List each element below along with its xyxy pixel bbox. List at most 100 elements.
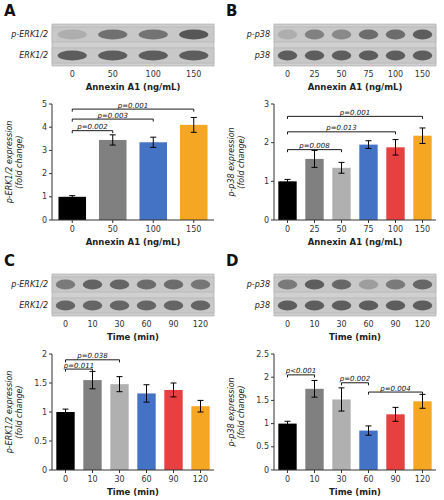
blot-band [359, 279, 378, 289]
lane-label: 75 [363, 70, 373, 79]
lane-label: 0 [285, 320, 290, 329]
significance-label: p=0.008 [298, 142, 330, 150]
y-tick [49, 412, 52, 413]
blot-band [305, 279, 324, 289]
x-tick-label: 0 [70, 225, 75, 234]
error-bar [90, 371, 96, 388]
lane-label: 30 [336, 320, 346, 329]
blot-band [413, 50, 432, 60]
blot-band [56, 279, 75, 289]
error-bar [285, 179, 291, 183]
x-tick-label: 100 [146, 225, 161, 234]
error-bar [63, 409, 69, 415]
significance-label: p=0.002 [76, 123, 108, 131]
y-tick-label: 1 [42, 408, 47, 417]
blot-background [274, 274, 436, 316]
x-tick [153, 220, 154, 223]
y-tick-label: 0 [264, 466, 269, 475]
y-tick [49, 441, 52, 442]
x-tick-label: 50 [108, 225, 118, 234]
lane-label: 100 [146, 70, 161, 79]
marks [278, 380, 431, 470]
row-label: p38 [254, 51, 270, 60]
blot-band [56, 300, 75, 310]
significance-label: p=0.038 [76, 352, 108, 360]
lane-label: 10 [87, 320, 97, 329]
blot-panel: Cp-ERK1/2ERK1/2010306090120Time (min) [4, 252, 214, 342]
y-axis [274, 354, 275, 470]
bar [110, 384, 128, 470]
x-tick-label: 10 [87, 475, 97, 484]
y-tick [49, 127, 52, 128]
x-axis [52, 470, 214, 471]
x-tick [314, 470, 315, 473]
x-tick-label: 50 [336, 225, 346, 234]
lane-label: 60 [141, 320, 151, 329]
bar [305, 159, 323, 220]
blot-band [332, 29, 351, 39]
blot-band [332, 279, 351, 289]
bar [99, 140, 127, 220]
y-axis-label-line: p-ERK1/2 expression [5, 371, 14, 455]
significance-label: p=0.003 [97, 112, 128, 120]
x-axis [52, 220, 214, 221]
y-tick [49, 173, 52, 174]
y-tick-label: 1 [264, 419, 269, 428]
error-bar [191, 117, 197, 132]
y-tick-label: 3 [42, 146, 47, 155]
x-axis [274, 220, 436, 221]
error-bar [110, 135, 116, 145]
x-axis-label: Time (min) [107, 487, 159, 497]
y-tick-label: 1.5 [256, 396, 269, 405]
lane-label: 120 [193, 320, 208, 329]
x-axis [274, 470, 436, 471]
blot-band [278, 300, 297, 310]
x-tick [341, 220, 342, 223]
lane-label: 0 [63, 320, 68, 329]
bar-panel: 00.511.522.5010306090120Time (min)p-p38 … [227, 350, 436, 498]
lane-label: 25 [309, 70, 319, 79]
error-bar [312, 380, 318, 397]
panel-label: A [4, 2, 16, 20]
y-tick [271, 354, 274, 355]
significance-label: p=0.001 [117, 102, 148, 110]
bar [56, 412, 74, 470]
blot-band [58, 50, 87, 60]
x-tick-label: 0 [285, 225, 290, 234]
blot-row [52, 298, 214, 313]
x-tick [112, 220, 113, 223]
blot-band [413, 300, 432, 310]
blot-band [386, 29, 405, 39]
lane-label: 0 [285, 70, 290, 79]
bar [413, 136, 431, 220]
blot-xlabel: Time (min) [107, 332, 159, 342]
marks [278, 128, 431, 220]
lane-label: 150 [415, 70, 430, 79]
blot-panel: Dp-p38p38010306090120Time (min) [226, 252, 436, 342]
y-tick-label: 1.5 [34, 379, 47, 388]
y-axis-label: p-p38 expression(fold change) [227, 127, 246, 197]
blot-background [52, 24, 214, 66]
panel-label: C [4, 252, 15, 270]
y-tick-label: 2.5 [256, 350, 269, 359]
lane-label: 50 [108, 70, 118, 79]
y-tick-label: 2 [264, 138, 269, 147]
blot-band [164, 300, 183, 310]
blot-band [137, 300, 156, 310]
y-tick [271, 220, 274, 221]
y-tick-label: 0 [42, 466, 47, 475]
x-tick-label: 60 [363, 475, 373, 484]
blot-band [278, 29, 297, 39]
blot-background [52, 274, 214, 316]
x-tick [314, 220, 315, 223]
y-tick [271, 400, 274, 401]
bar [83, 380, 101, 470]
error-bar [393, 407, 399, 421]
error-bar [171, 383, 177, 397]
blot-band [359, 29, 378, 39]
blot-band [191, 300, 210, 310]
y-tick [271, 377, 274, 378]
y-axis-label-line: (fold change) [15, 135, 24, 188]
x-tick [119, 470, 120, 473]
y-tick-label: 1 [42, 192, 47, 201]
